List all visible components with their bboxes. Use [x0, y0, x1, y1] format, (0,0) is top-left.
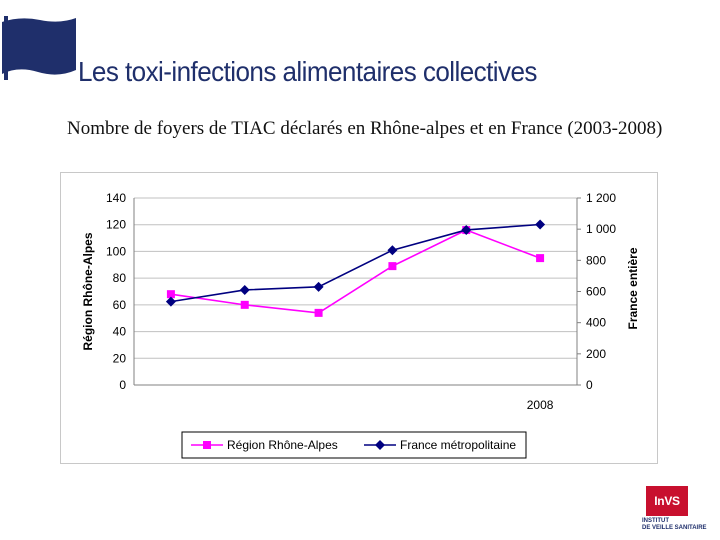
flag-logo [2, 16, 76, 80]
invs-logo-line2: DE VEILLE SANITAIRE [642, 525, 707, 531]
y2-tick-label: 1 200 [586, 191, 616, 205]
y-tick-label: 120 [106, 218, 126, 232]
series-line-france [170, 223, 541, 303]
slide-title: Les toxi-infections alimentaires collect… [78, 56, 537, 87]
y2-tick-label: 200 [586, 347, 606, 361]
invs-logo-line1: INSTITUT [642, 518, 669, 524]
legend-label: France métropolitaine [400, 438, 516, 452]
legend-box [181, 431, 527, 459]
invs-logo: InVS INSTITUT DE VEILLE SANITAIRE [640, 484, 716, 536]
data-point-france [239, 284, 250, 295]
y2-tick-label: 800 [586, 253, 606, 267]
y-tick-label: 40 [113, 325, 127, 339]
data-point-france [387, 245, 398, 256]
legend-marker [203, 441, 211, 449]
y2-axis-label: France entière [626, 247, 640, 329]
legend-marker [375, 440, 385, 450]
slide-subtitle: Nombre de foyers de TIAC déclarés en Rhô… [67, 118, 663, 139]
data-point-france [313, 281, 324, 292]
y2-tick-label: 1 000 [586, 222, 616, 236]
y-tick-label: 80 [113, 271, 127, 285]
y2-tick-label: 400 [586, 316, 606, 330]
data-point-region [166, 290, 175, 299]
y-axis-label: Région Rhône-Alpes [81, 232, 95, 350]
data-point-france [535, 219, 546, 230]
y-tick-label: 100 [106, 244, 126, 258]
x-tick-label: 2008 [527, 398, 554, 412]
invs-logo-text: INSTITUT DE VEILLE SANITAIRE [642, 518, 716, 532]
invs-logo-mark: InVS [646, 486, 688, 516]
chart-frame: 0 20 40 60 80 100 120 140 0 200 400 600 800 1 000 1 20… [60, 172, 658, 464]
series-line-region [170, 229, 541, 314]
data-point-region [240, 300, 249, 309]
data-point-region [314, 308, 323, 317]
y-tick-label: 0 [119, 378, 126, 392]
y2-tick-label: 600 [586, 285, 606, 299]
data-point-france [461, 224, 472, 235]
y2-tick-label: 0 [586, 378, 593, 392]
y-tick-label: 140 [106, 191, 126, 205]
y-tick-label: 60 [113, 298, 127, 312]
data-point-france [165, 296, 176, 307]
legend-label: Région Rhône-Alpes [227, 438, 338, 452]
y-tick-label: 20 [113, 351, 127, 365]
data-point-region [388, 262, 397, 271]
data-point-region [536, 254, 545, 263]
line-chart: 0 20 40 60 80 100 120 140 0 200 400 600 800 1 000 1 20… [81, 191, 640, 459]
